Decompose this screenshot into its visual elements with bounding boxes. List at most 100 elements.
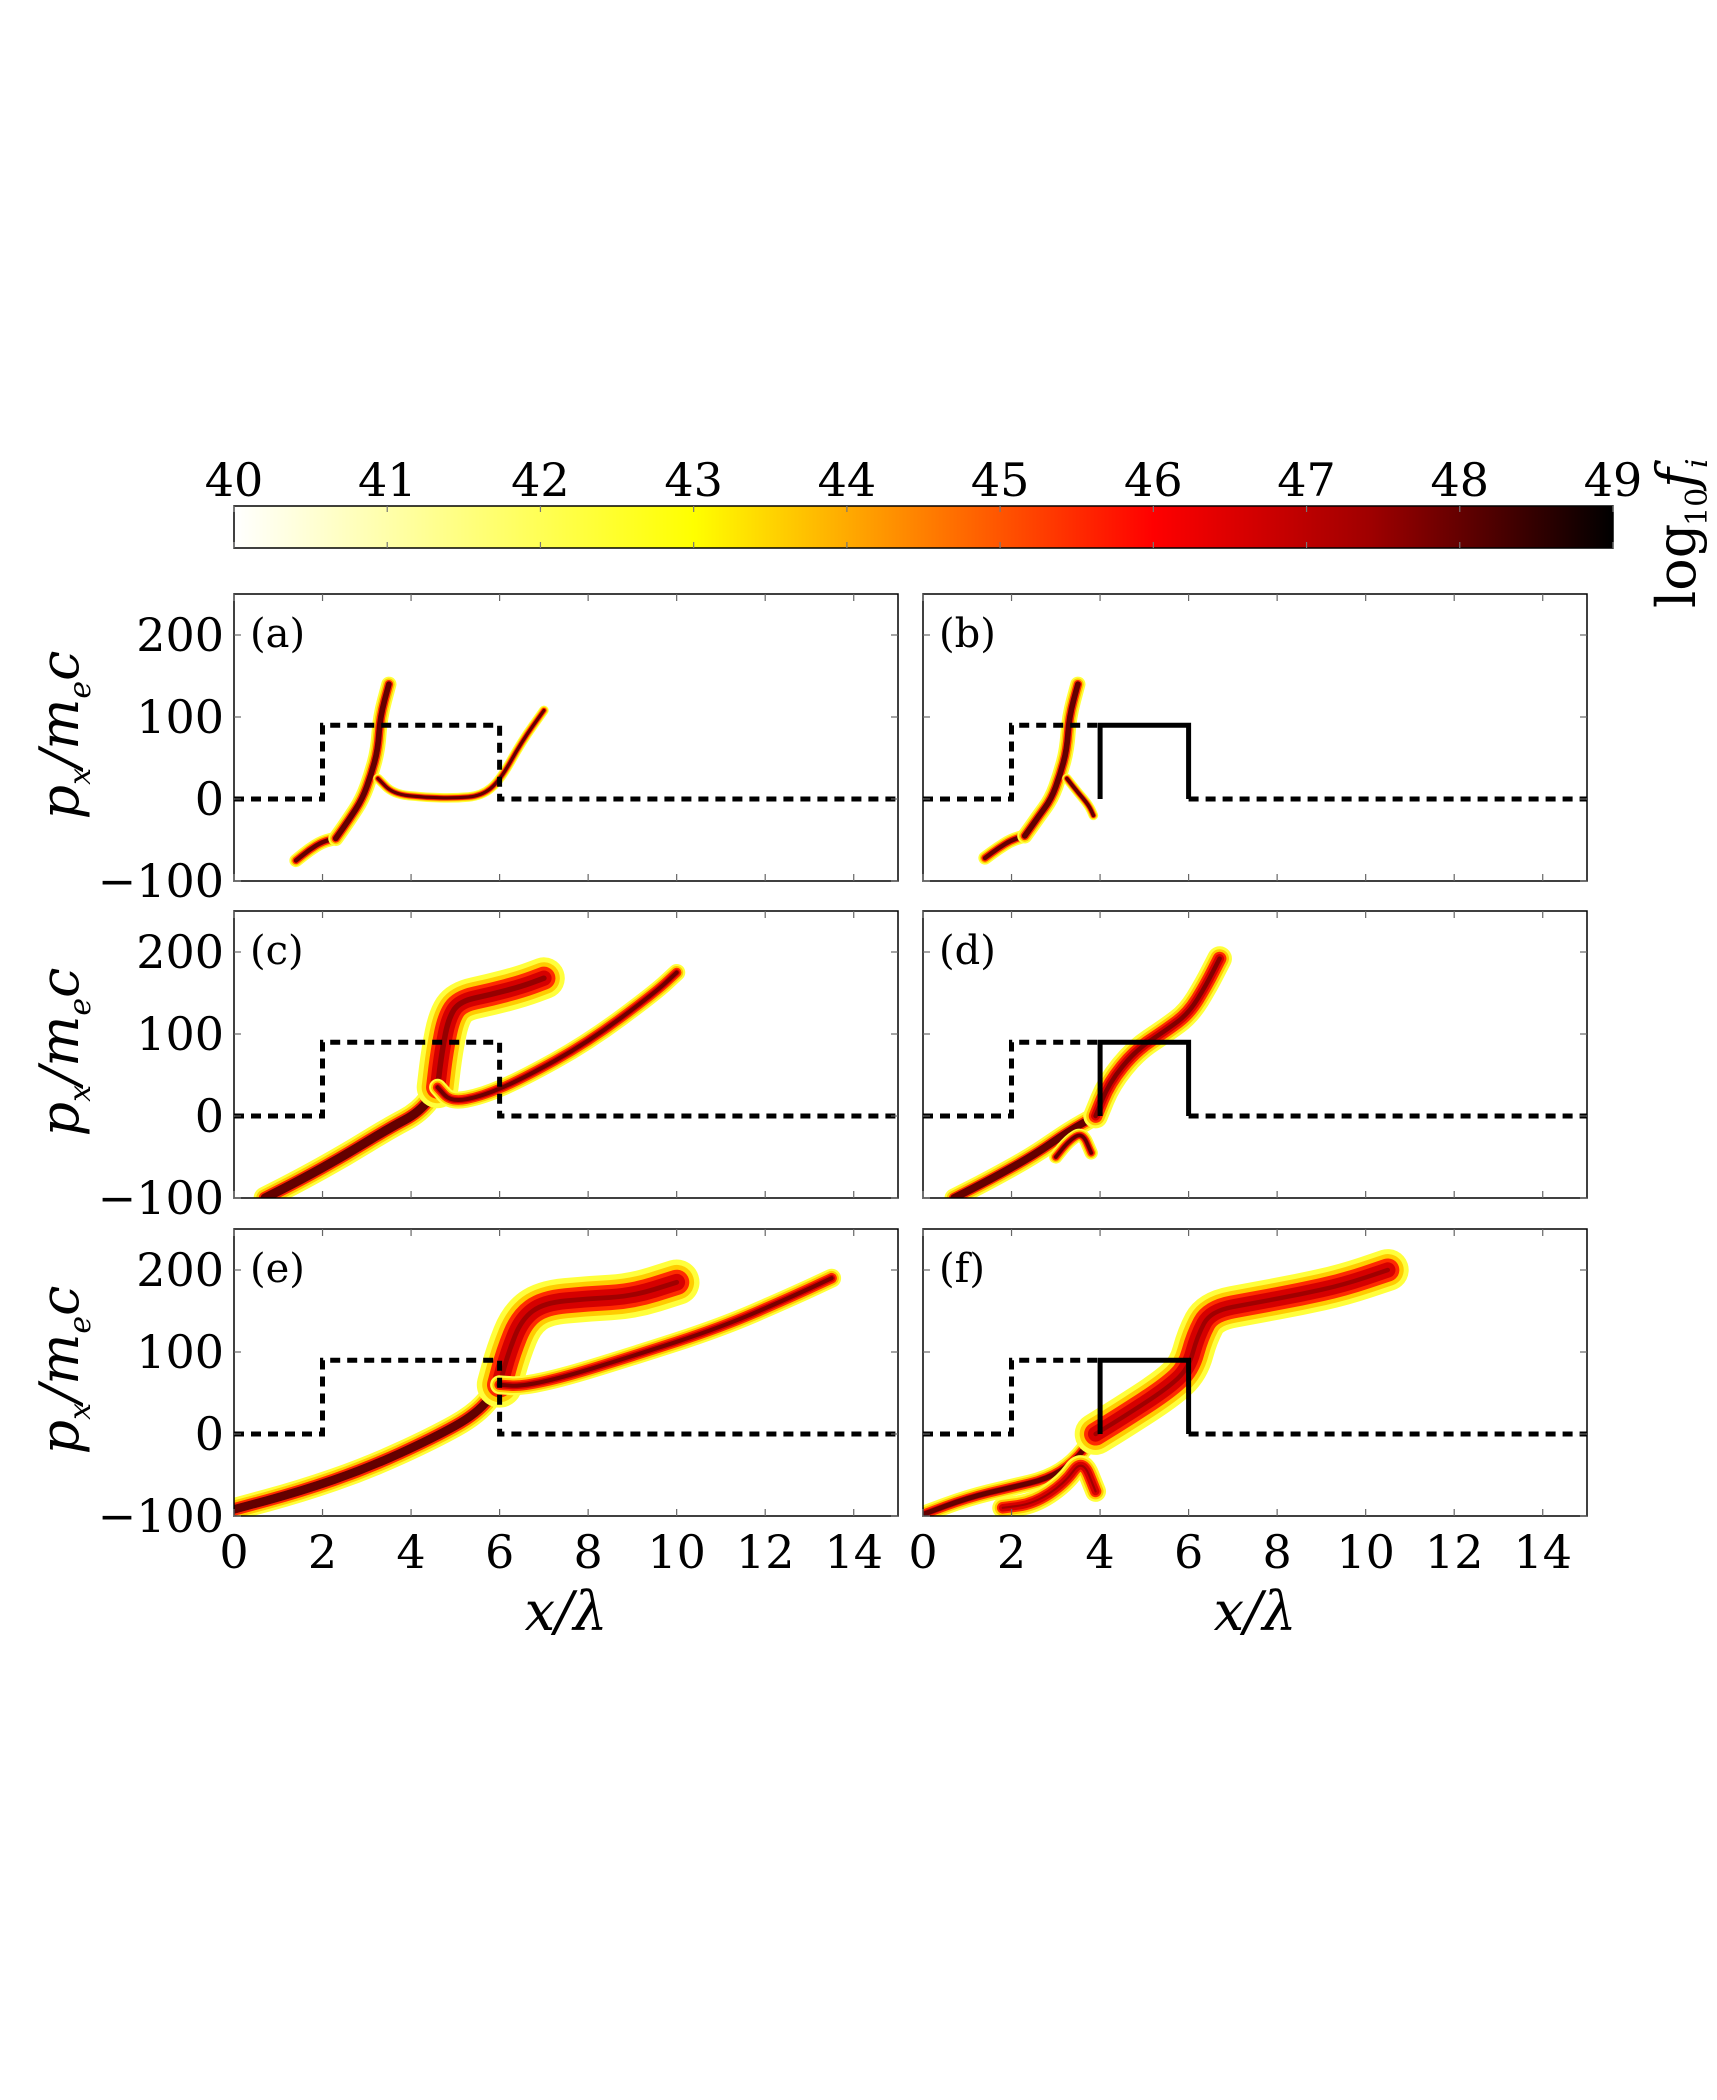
x-axis-label: x/λ <box>1214 1580 1297 1643</box>
colorbar-tick-label: 42 <box>511 453 570 507</box>
panel-label: (b) <box>939 611 996 657</box>
x-axis-label: x/λ <box>525 1580 608 1643</box>
density-band <box>497 1276 834 1388</box>
y-axis-label-part: /m <box>28 1334 91 1408</box>
y-tick-label: −100 <box>98 854 224 908</box>
panel-a: −100 0 100 200 (a) <box>98 593 899 908</box>
x-tick-label: 2 <box>308 1525 337 1579</box>
colorbar-tick-label: 40 <box>205 453 264 507</box>
colorbar-label: log 10 f i <box>1645 458 1715 608</box>
y-axis-label-part: c <box>28 968 91 998</box>
target-profile-dashed <box>923 722 1101 802</box>
colorbar-tick-label: 46 <box>1124 453 1183 507</box>
x-tick-label: 12 <box>736 1525 795 1579</box>
colorbar: 40 41 42 43 44 45 46 47 48 49 log 10 f i <box>205 453 1715 608</box>
density-band <box>497 1279 680 1388</box>
target-profile-solid <box>1097 1039 1192 1116</box>
colorbar-label-sub: 10 <box>1680 488 1715 526</box>
panel-label: (c) <box>250 928 304 974</box>
y-axis-label-part: /m <box>28 1016 91 1090</box>
y-axis-label-part: p <box>28 785 91 820</box>
y-tick-label: 100 <box>136 690 224 744</box>
target-profile-dashed <box>234 722 898 802</box>
plot-frame <box>233 910 899 1199</box>
x-tick-label: 12 <box>1425 1525 1484 1579</box>
panel-label: (e) <box>250 1246 305 1292</box>
y-tick-label: −100 <box>98 1489 224 1543</box>
y-axis-label-part: e <box>63 1316 98 1334</box>
y-tick-label: 0 <box>195 772 224 826</box>
density-bands <box>923 1249 1409 1516</box>
panel-f: 0 2 4 6 8 10 12 14 (f) <box>908 1228 1588 1579</box>
y-axis-label-part: x <box>63 768 98 785</box>
density-bands <box>234 1259 842 1516</box>
y-tick-label: −100 <box>98 1171 224 1225</box>
colorbar-tick-label: 43 <box>664 453 723 507</box>
target-profile-dashed <box>923 1039 1101 1119</box>
density-band <box>434 975 547 1091</box>
target-profile-dashed <box>923 1357 1101 1437</box>
x-axis-labels: x/λ x/λ <box>525 1580 1297 1643</box>
colorbar-strip <box>233 505 1614 549</box>
density-band <box>982 833 1027 861</box>
plot-frame <box>922 593 1588 882</box>
x-tick-label: 4 <box>1085 1525 1114 1579</box>
target-profile-dashed <box>234 1357 898 1437</box>
y-axis-label-part: x <box>63 1403 98 1420</box>
colorbar-tick-label: 41 <box>358 453 417 507</box>
y-axis-label-part: e <box>63 998 98 1016</box>
panel-label: (f) <box>939 1246 985 1292</box>
density-bands <box>978 676 1099 865</box>
x-tick-label: 14 <box>824 1525 883 1579</box>
x-tick-label: 2 <box>997 1525 1026 1579</box>
colorbar-tick-label: 49 <box>1584 453 1643 507</box>
x-tick-label: 8 <box>1262 1525 1291 1579</box>
panel-b: (b) <box>922 593 1588 882</box>
plot-frame <box>922 1228 1588 1517</box>
y-axis-label: px/mec <box>28 651 98 820</box>
y-tick-label: 200 <box>136 1243 224 1297</box>
plot-area <box>923 1229 1587 1516</box>
y-axis-label-part: p <box>28 1102 91 1137</box>
plot-frame <box>233 1228 899 1517</box>
y-axis-label: px/mec <box>28 968 98 1137</box>
panel-label: (d) <box>939 928 996 974</box>
target-profile-solid <box>1097 722 1192 799</box>
density-band <box>293 836 338 863</box>
y-tick-label: 200 <box>136 608 224 662</box>
y-axis-label-part: p <box>28 1420 91 1455</box>
colorbar-label-var-sub: i <box>1680 458 1715 468</box>
colorbar-tick-label: 44 <box>818 453 877 507</box>
y-tick-label: 100 <box>136 1325 224 1379</box>
colorbar-tick-label: 48 <box>1431 453 1490 507</box>
density-band <box>1001 1464 1097 1509</box>
x-tick-label: 6 <box>1174 1525 1203 1579</box>
density-band <box>1065 776 1096 818</box>
x-tick-label: 8 <box>573 1525 602 1579</box>
plot-frame <box>233 593 899 882</box>
x-tick-label: 10 <box>647 1525 706 1579</box>
y-axis-label-part: x <box>63 1085 98 1102</box>
x-tick-label: 0 <box>219 1525 248 1579</box>
x-tick-label: 14 <box>1513 1525 1572 1579</box>
x-tick-label: 10 <box>1336 1525 1395 1579</box>
y-axis-label-part: /m <box>28 699 91 773</box>
colorbar-tick-label: 47 <box>1277 453 1336 507</box>
colorbar-ticks: 40 41 42 43 44 45 46 47 48 49 <box>205 453 1643 548</box>
x-tick-label: 6 <box>485 1525 514 1579</box>
panel-c: −100 0 100 200 (c) <box>98 910 899 1225</box>
panel-label: (a) <box>250 611 305 657</box>
density-band <box>234 1380 504 1514</box>
density-bands <box>289 676 549 868</box>
density-band <box>1054 1133 1093 1159</box>
density-band <box>1093 1267 1390 1437</box>
y-tick-label: 200 <box>136 925 224 979</box>
density-band <box>950 1112 1100 1198</box>
target-profile-dashed <box>234 1039 898 1119</box>
panel-d: (d) <box>922 910 1588 1199</box>
y-axis-label-part: c <box>28 651 91 681</box>
